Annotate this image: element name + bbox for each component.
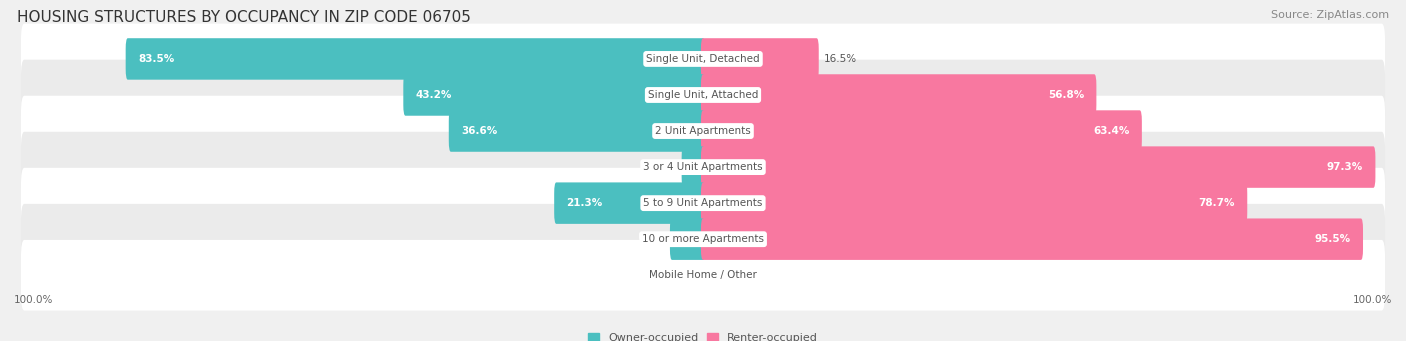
Text: 0.0%: 0.0% [669,270,696,280]
FancyBboxPatch shape [702,38,818,80]
Text: 100.0%: 100.0% [1353,295,1392,305]
FancyBboxPatch shape [21,24,1385,94]
Text: Single Unit, Attached: Single Unit, Attached [648,90,758,100]
FancyBboxPatch shape [21,96,1385,166]
FancyBboxPatch shape [449,110,704,152]
FancyBboxPatch shape [125,38,704,80]
Text: 2.8%: 2.8% [651,162,676,172]
Text: Single Unit, Detached: Single Unit, Detached [647,54,759,64]
Text: 56.8%: 56.8% [1047,90,1084,100]
FancyBboxPatch shape [21,168,1385,238]
FancyBboxPatch shape [404,74,704,116]
FancyBboxPatch shape [702,110,1142,152]
Text: Source: ZipAtlas.com: Source: ZipAtlas.com [1271,10,1389,20]
Text: HOUSING STRUCTURES BY OCCUPANCY IN ZIP CODE 06705: HOUSING STRUCTURES BY OCCUPANCY IN ZIP C… [17,10,471,25]
FancyBboxPatch shape [702,182,1247,224]
FancyBboxPatch shape [682,146,704,188]
Text: 3 or 4 Unit Apartments: 3 or 4 Unit Apartments [643,162,763,172]
FancyBboxPatch shape [702,219,1362,260]
Text: 16.5%: 16.5% [824,54,856,64]
Text: 5 to 9 Unit Apartments: 5 to 9 Unit Apartments [644,198,762,208]
Text: 2 Unit Apartments: 2 Unit Apartments [655,126,751,136]
FancyBboxPatch shape [21,132,1385,203]
Text: 100.0%: 100.0% [14,295,53,305]
Text: 97.3%: 97.3% [1327,162,1362,172]
Text: 95.5%: 95.5% [1315,234,1351,244]
Text: 63.4%: 63.4% [1092,126,1129,136]
FancyBboxPatch shape [702,74,1097,116]
Legend: Owner-occupied, Renter-occupied: Owner-occupied, Renter-occupied [588,333,818,341]
Text: 0.0%: 0.0% [710,270,737,280]
FancyBboxPatch shape [669,219,704,260]
Text: 10 or more Apartments: 10 or more Apartments [643,234,763,244]
Text: 21.3%: 21.3% [567,198,603,208]
Text: 43.2%: 43.2% [416,90,453,100]
FancyBboxPatch shape [21,60,1385,130]
FancyBboxPatch shape [21,204,1385,275]
Text: 4.5%: 4.5% [638,234,665,244]
Text: 36.6%: 36.6% [461,126,498,136]
FancyBboxPatch shape [702,146,1375,188]
Text: 78.7%: 78.7% [1198,198,1234,208]
FancyBboxPatch shape [554,182,704,224]
FancyBboxPatch shape [21,240,1385,311]
Text: 83.5%: 83.5% [138,54,174,64]
Text: Mobile Home / Other: Mobile Home / Other [650,270,756,280]
